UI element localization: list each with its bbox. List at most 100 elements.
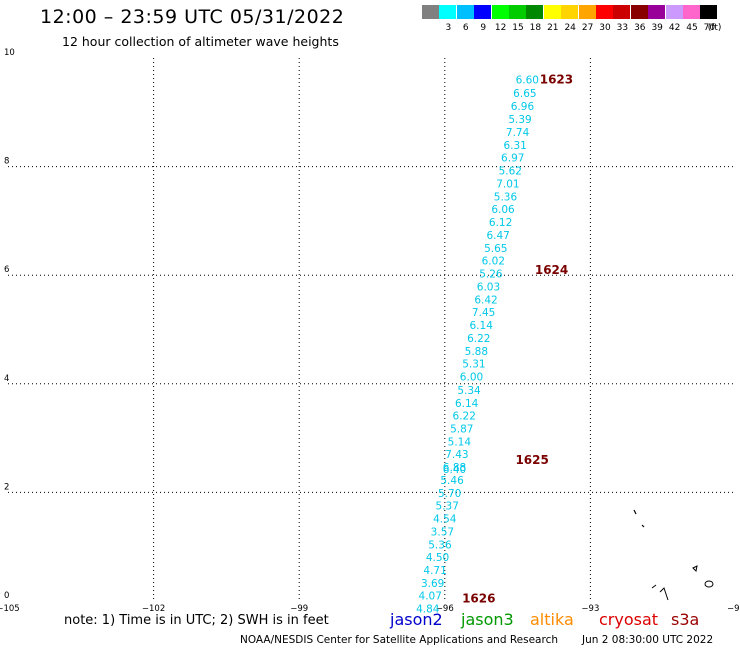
swh-value: 5.39 [508,114,531,126]
scale-label: 36 [634,23,646,33]
swh-value: 4.50 [426,552,449,564]
swh-value: 3.69 [421,578,444,590]
scale-swatch [543,5,561,19]
scale-swatch [561,5,579,19]
x-tick-label: −105 [0,604,20,614]
scale-swatch [439,5,457,19]
y-tick-label: 6 [4,265,9,275]
scale-swatch [526,5,544,19]
scale-swatch [596,5,613,19]
generated-timestamp: Jun 2 08:30:00 UTC 2022 [582,634,714,646]
scale-swatch [683,5,700,19]
pass-time-label: 1623 [540,73,573,87]
swh-value: 5.36 [494,191,518,203]
swh-value: 5.37 [436,500,459,512]
satellite-legend-item: jason2 [390,610,443,629]
island-shape [692,565,698,573]
scale-label: 6 [462,23,469,33]
x-tick-label: −93 [581,604,599,614]
swh-value: 4.84 [416,604,440,616]
page-subtitle: 12 hour collection of altimeter wave hei… [62,34,339,49]
swh-value: 6.14 [470,320,494,332]
scale-swatch [648,5,666,19]
swh-value: 6.88 [443,462,466,474]
scale-label: 39 [651,23,663,33]
scale-label: 33 [616,23,629,33]
scale-swatch [474,5,492,19]
page-title: 12:00 – 23:59 UTC 05/31/2022 [40,6,345,28]
island-shape [633,509,637,515]
scale-swatch [700,5,718,19]
scale-swatch [613,5,631,19]
swh-value: 6.65 [513,88,536,100]
swh-value: 6.31 [503,140,526,152]
scale-swatch [630,5,648,19]
scale-label: 12 [494,23,507,33]
satellite-legend-item: jason3 [461,610,514,629]
swh-value: 7.43 [445,449,468,461]
swh-value: 6.42 [474,295,497,307]
credit-line: NOAA/NESDIS Center for Satellite Applica… [240,634,558,646]
scale-label: 42 [668,23,681,33]
scale-swatch [456,5,474,19]
swh-value: 6.47 [486,230,509,242]
swh-value: 5.70 [438,488,461,500]
island-shape [641,524,645,528]
island-shape [651,584,669,601]
x-tick-label: −96 [436,604,454,614]
scale-label: 30 [599,23,611,33]
pass-time-label: 1624 [535,263,568,277]
swh-value: 7.01 [496,178,519,190]
swh-value: 5.87 [450,423,473,435]
footer-note: note: 1) Time is in UTC; 2) SWH is in fe… [64,613,329,628]
swh-value: 5.88 [465,346,488,358]
swh-value: 5.62 [499,165,522,177]
y-tick-label: 4 [4,374,9,384]
swh-value: 5.46 [440,475,464,487]
altimeter-track: 6.606.656.965.397.746.316.975.627.015.36… [416,75,539,616]
swh-value: 5.14 [448,436,472,448]
pass-time-label: 1626 [462,591,495,605]
swh-value: 7.74 [506,127,530,139]
y-tick-label: 8 [4,157,9,167]
scale-swatch [665,5,683,19]
scale-label: 15 [512,23,524,33]
swh-value: 6.14 [455,398,479,410]
swh-value: 5.31 [462,359,485,371]
swh-value: 4.07 [419,591,442,603]
island-shape [704,580,714,588]
satellite-legend-item: cryosat [599,610,659,629]
scale-swatch [509,5,526,19]
swh-value: 6.03 [477,282,500,294]
scale-label: 21 [547,23,559,33]
scale-label: 3 [445,23,452,33]
pass-time-label: 1625 [515,453,548,467]
x-tick-label: −102 [142,604,165,614]
swh-value: 5.65 [484,243,507,255]
grid-lines [8,58,736,601]
scale-label: 45 [686,23,698,33]
y-tick-label: 2 [4,482,9,492]
swh-value: 5.26 [479,269,503,281]
scale-label: 9 [480,23,487,33]
swh-value: 4.54 [433,513,457,525]
coastline-islands [633,509,714,601]
axis-ticks: −105 −102 −99 −96 −93 −90 0 2 4 6 8 10 [0,48,740,614]
swh-value: 6.97 [501,152,524,164]
pass-time-labels: 1623 1624 1625 1626 [462,73,573,606]
swh-value: 5.36 [428,540,452,552]
swh-value: 6.02 [482,256,505,268]
swh-value: 6.60 [516,75,539,87]
swh-value: 6.40 [443,464,466,476]
scale-swatch [578,5,596,19]
x-tick-label: −99 [290,604,308,614]
swh-value: 3.57 [431,526,454,538]
swh-value: 6.22 [467,333,490,345]
swh-value: 6.96 [511,101,535,113]
swh-value: 6.00 [460,372,483,384]
swh-value: 6.12 [489,217,512,229]
satellite-legend-item: altika [530,610,574,629]
x-tick-label: −90 [727,604,740,614]
scale-label: 18 [529,23,542,33]
